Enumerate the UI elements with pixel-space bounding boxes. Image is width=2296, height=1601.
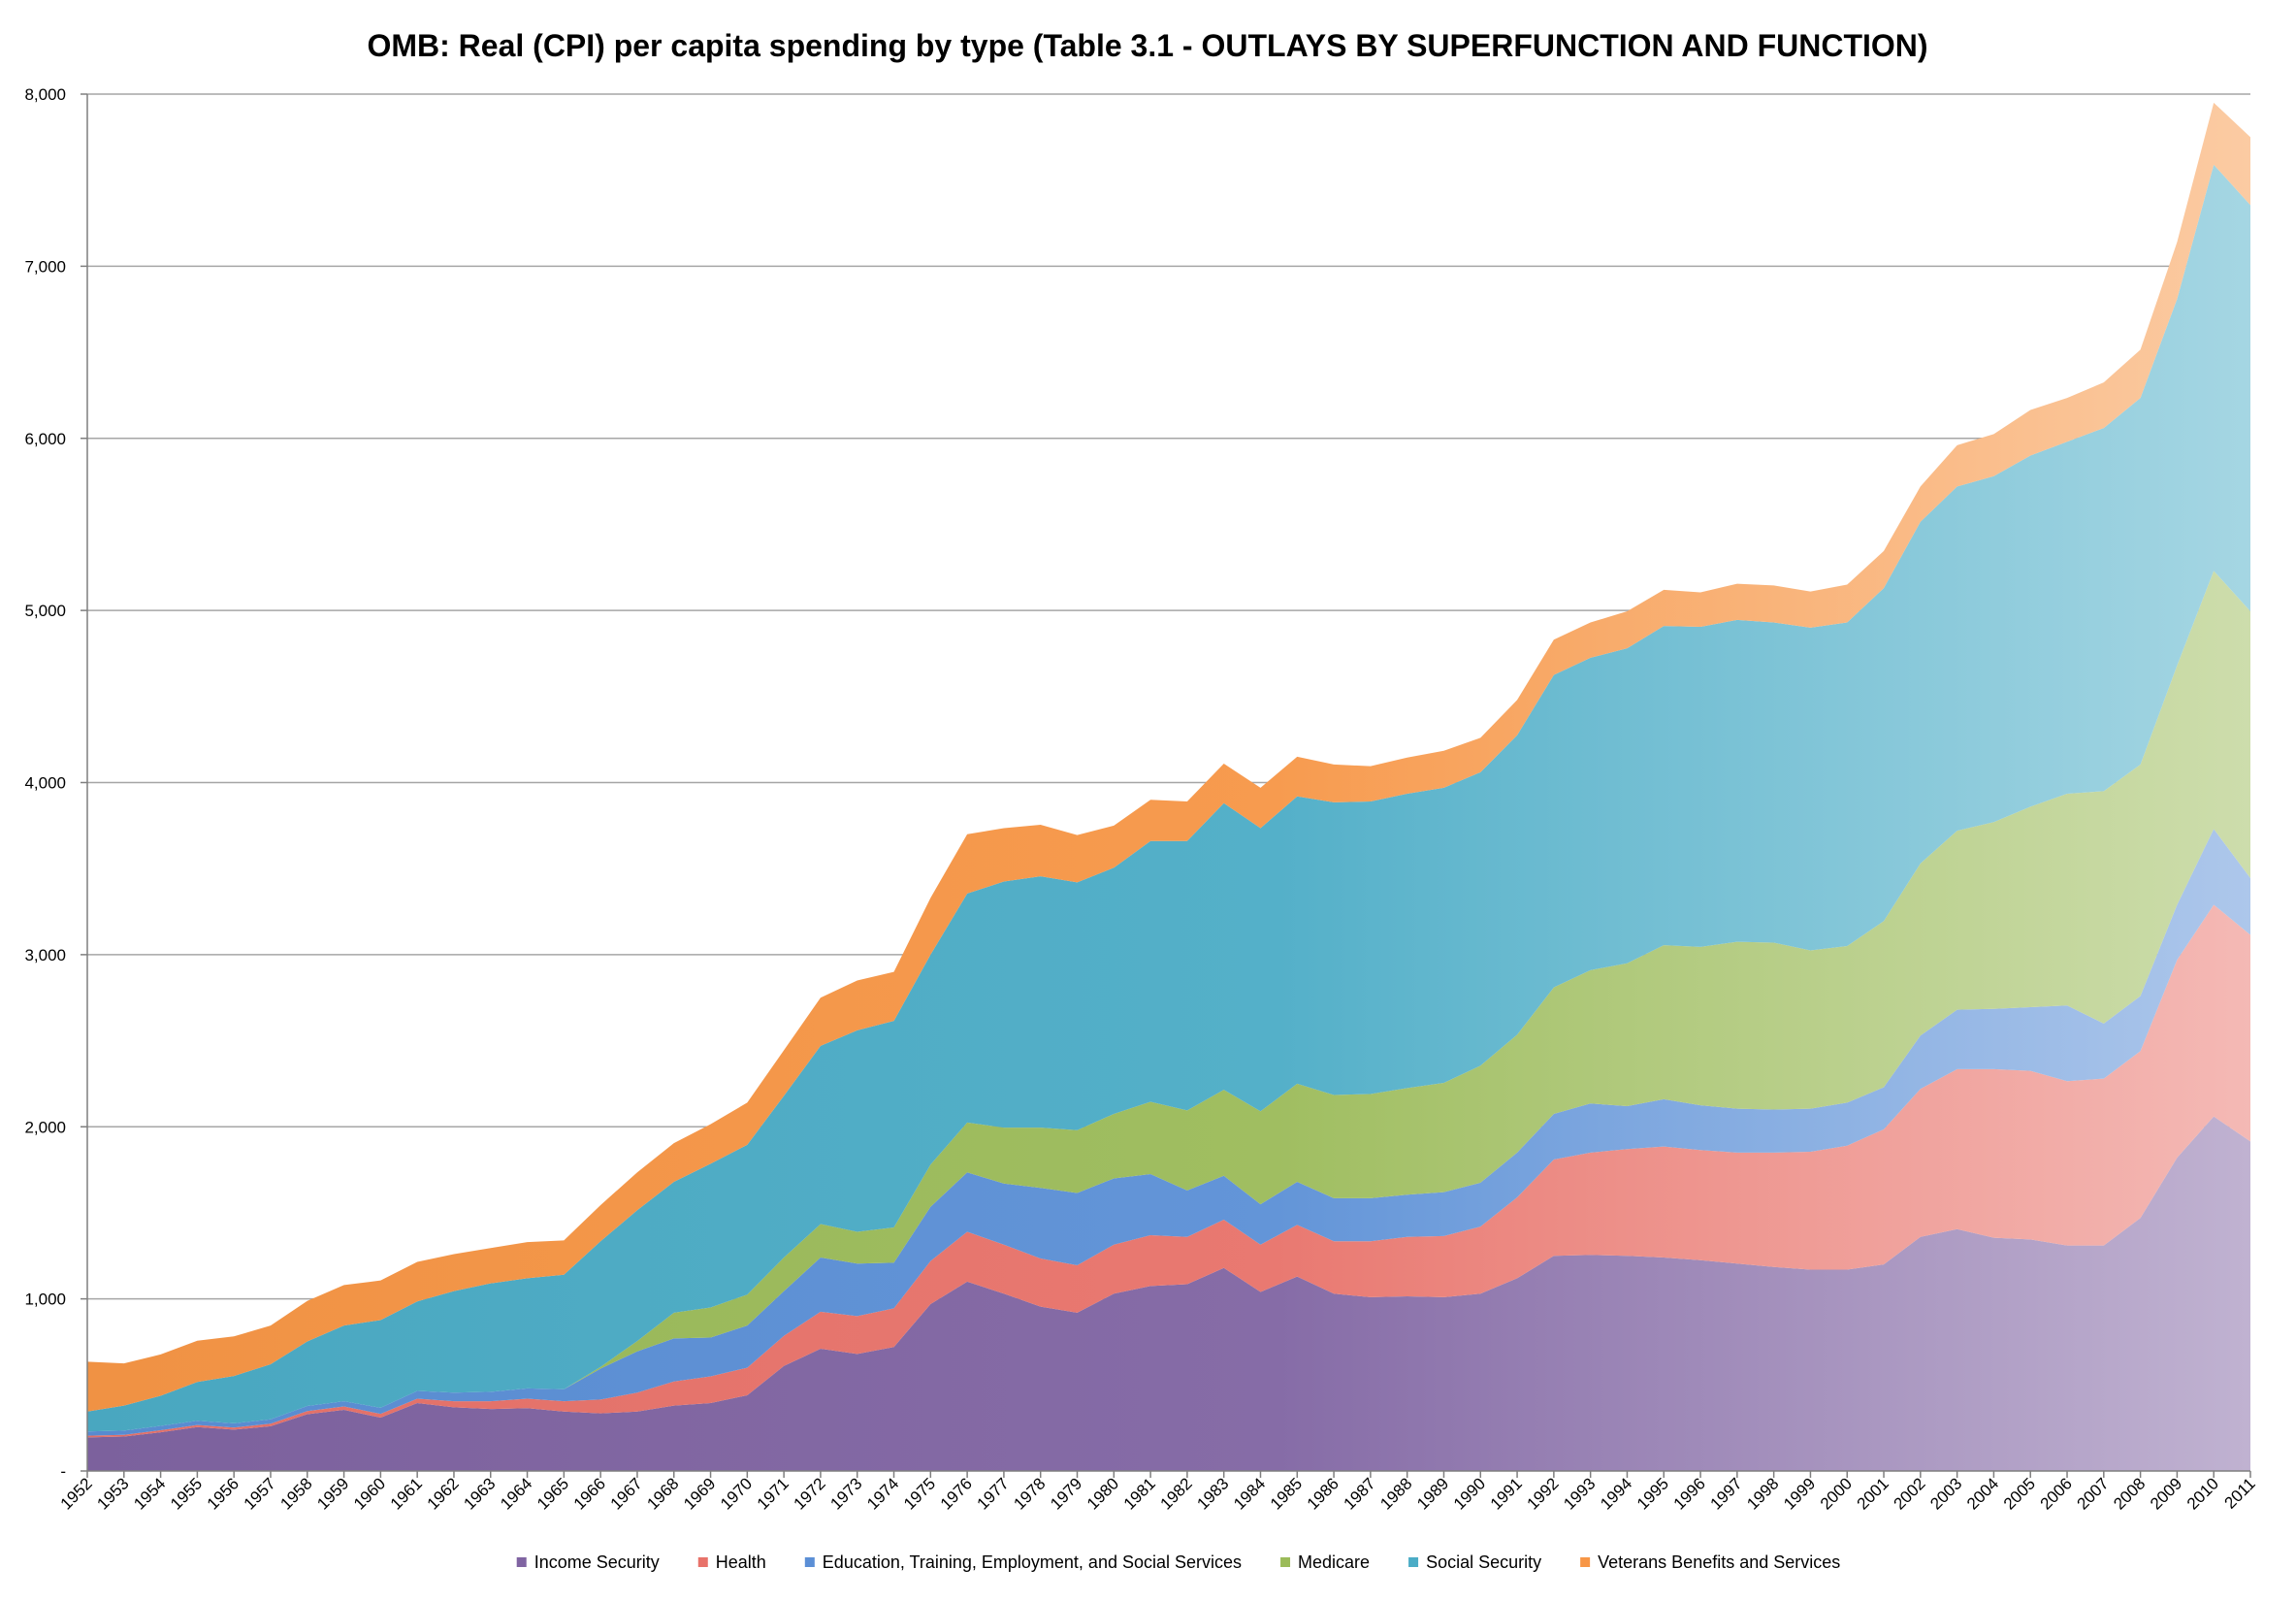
x-tick-label: 1961: [387, 1474, 426, 1513]
x-tick-label: 1992: [1524, 1474, 1563, 1513]
legend-label: Social Security: [1426, 1552, 1541, 1572]
legend-item: Health: [697, 1552, 766, 1572]
x-tick-label: 1994: [1597, 1474, 1635, 1513]
legend-label: Income Security: [534, 1552, 660, 1572]
x-tick-label: 1990: [1450, 1474, 1489, 1513]
x-tick-label: 1954: [130, 1474, 169, 1513]
x-tick-label: 1996: [1670, 1474, 1709, 1513]
x-tick-label: 2008: [2110, 1474, 2149, 1513]
y-tick-label: 5,000: [24, 602, 66, 620]
x-tick-label: 2010: [2183, 1474, 2222, 1513]
area-education-training-employment-and-social-services: [87, 829, 2250, 1436]
x-tick-label: 1966: [570, 1474, 609, 1513]
x-tick-label: 1982: [1157, 1474, 1196, 1513]
x-tick-label: 1965: [534, 1474, 572, 1513]
x-tick-label: 2006: [2037, 1474, 2076, 1513]
y-axis-ticks: - 1,000 2,000 3,000 4,000 5,000 6,000 7,000 8,00…: [24, 85, 66, 1481]
x-tick-label: 1977: [974, 1474, 1013, 1513]
x-tick-label: 1975: [900, 1474, 939, 1513]
y-tick-label: -: [60, 1462, 66, 1481]
area-series: [87, 102, 2250, 1471]
x-tick-label: 1967: [607, 1474, 646, 1513]
x-tick-label: 1991: [1487, 1474, 1526, 1513]
legend-item: Education, Training, Employment, and Soc…: [804, 1552, 1242, 1572]
x-tick-label: 1989: [1413, 1474, 1452, 1513]
y-tick-label: 1,000: [24, 1291, 66, 1309]
x-tick-label: 1971: [754, 1474, 792, 1513]
x-tick-label: 1993: [1560, 1474, 1599, 1513]
x-tick-label: 1980: [1083, 1474, 1122, 1513]
x-tick-label: 1984: [1230, 1474, 1269, 1513]
x-tick-label: 1972: [791, 1474, 829, 1513]
x-tick-label: 1973: [826, 1474, 865, 1513]
y-tick-label: 3,000: [24, 946, 66, 964]
legend-item: Income Security: [516, 1552, 660, 1572]
area-medicare: [87, 571, 2250, 1432]
x-tick-label: 1962: [424, 1474, 463, 1513]
y-tick-label: 4,000: [24, 774, 66, 793]
x-tick-label: 1974: [863, 1474, 902, 1513]
legend: Income Security Health Education, Training…: [516, 1552, 1840, 1572]
area-income-security: [87, 1116, 2250, 1471]
chart-title: OMB: Real (CPI) per capita spending by t…: [367, 28, 1927, 63]
legend-swatch: [697, 1557, 708, 1567]
legend-swatch: [804, 1557, 815, 1567]
y-tick-label: 6,000: [24, 430, 66, 448]
x-tick-label: 1964: [497, 1474, 535, 1513]
x-axis-ticks: 1952195319541955195619571958195919601961…: [57, 1474, 2259, 1513]
legend-label: Education, Training, Employment, and Soc…: [823, 1552, 1242, 1572]
legend-swatch: [1280, 1557, 1291, 1567]
x-tick-label: 1959: [313, 1474, 352, 1513]
x-tick-label: 2005: [2000, 1474, 2039, 1513]
x-tick-label: 1988: [1376, 1474, 1415, 1513]
legend-label: Medicare: [1298, 1552, 1370, 1572]
x-tick-label: 2003: [1926, 1474, 1965, 1513]
area-social-security: [87, 164, 2250, 1432]
y-tick-label: 7,000: [24, 257, 66, 276]
x-tick-label: 1983: [1193, 1474, 1232, 1513]
x-tick-label: 1978: [1010, 1474, 1049, 1513]
x-tick-label: 1958: [276, 1474, 315, 1513]
x-tick-label: 2002: [1890, 1474, 1928, 1513]
y-tick-label: 8,000: [24, 85, 66, 104]
x-tick-label: 1998: [1743, 1474, 1782, 1513]
x-tick-label: 1986: [1304, 1474, 1342, 1513]
x-tick-label: 1979: [1047, 1474, 1085, 1513]
x-tick-label: 1953: [93, 1474, 132, 1513]
x-tick-label: 1960: [350, 1474, 389, 1513]
x-tick-label: 1969: [680, 1474, 719, 1513]
legend-swatch: [1580, 1557, 1591, 1567]
x-tick-label: 1997: [1706, 1474, 1745, 1513]
x-tick-label: 1985: [1267, 1474, 1306, 1513]
x-tick-label: 1999: [1780, 1474, 1819, 1513]
x-tick-label: 1981: [1120, 1474, 1159, 1513]
x-tick-label: 2004: [1963, 1474, 2002, 1513]
axes: [81, 93, 2251, 1478]
x-tick-label: 1976: [937, 1474, 976, 1513]
x-tick-label: 2000: [1817, 1474, 1856, 1513]
x-tick-label: 2011: [2221, 1474, 2259, 1512]
x-tick-label: 1955: [167, 1474, 206, 1513]
x-tick-label: 1995: [1633, 1474, 1672, 1513]
legend-label: Health: [716, 1552, 766, 1572]
x-tick-label: 1987: [1341, 1474, 1379, 1513]
x-tick-label: 1968: [643, 1474, 682, 1513]
legend-item: Veterans Benefits and Services: [1580, 1552, 1840, 1572]
x-tick-label: 2007: [2073, 1474, 2112, 1513]
x-tick-label: 1970: [717, 1474, 756, 1513]
legend-label: Veterans Benefits and Services: [1598, 1552, 1840, 1572]
x-tick-label: 2009: [2147, 1474, 2185, 1513]
x-tick-label: 1956: [204, 1474, 243, 1513]
x-tick-label: 1957: [241, 1474, 279, 1513]
x-tick-label: 1963: [460, 1474, 499, 1513]
area-health: [87, 904, 2250, 1438]
legend-item: Medicare: [1280, 1552, 1370, 1572]
legend-swatch: [516, 1557, 527, 1567]
legend-swatch: [1408, 1557, 1419, 1567]
y-tick-label: 2,000: [24, 1118, 66, 1136]
legend-item: Social Security: [1408, 1552, 1541, 1572]
x-tick-label: 2001: [1854, 1474, 1892, 1513]
